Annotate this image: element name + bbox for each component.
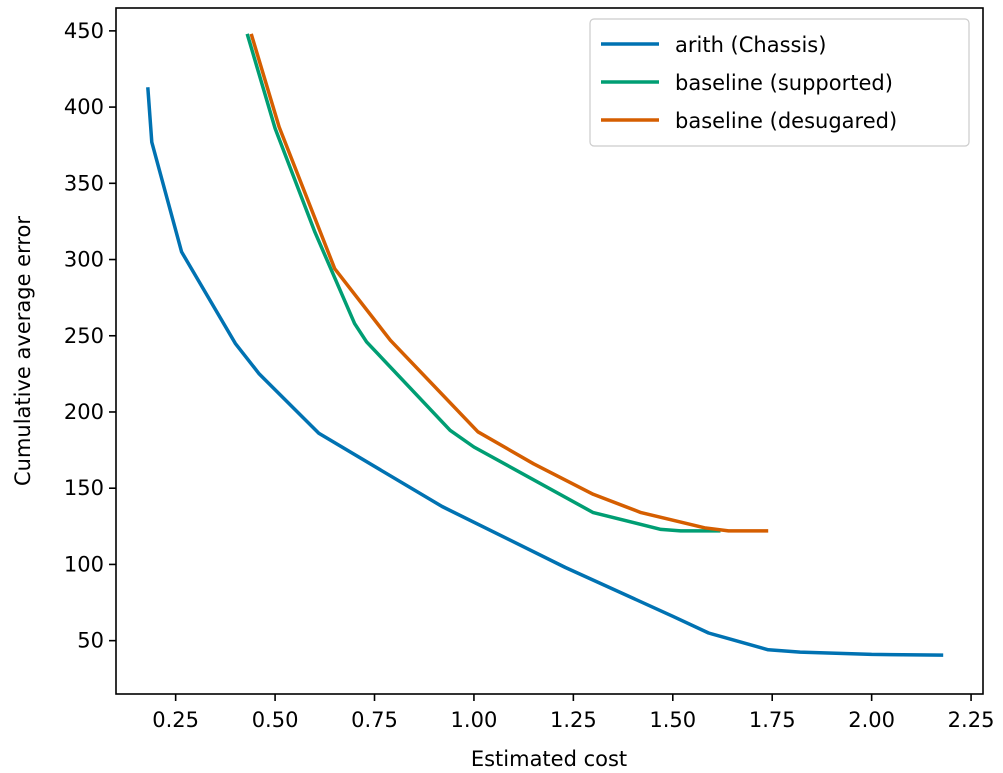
y-tick-label: 300	[64, 248, 104, 272]
y-tick-label: 350	[64, 171, 104, 195]
legend-label-baseline-supported: baseline (supported)	[675, 71, 893, 95]
x-axis-title: Estimated cost	[471, 747, 627, 771]
y-tick-label: 50	[77, 629, 104, 653]
y-tick-label: 250	[64, 324, 104, 348]
x-tick-label: 1.75	[749, 708, 796, 732]
x-tick-label: 1.00	[451, 708, 498, 732]
x-tick-label: 2.00	[848, 708, 895, 732]
y-tick-label: 450	[64, 19, 104, 43]
x-tick-label: 2.25	[948, 708, 995, 732]
y-tick-label: 400	[64, 95, 104, 119]
y-tick-label: 200	[64, 400, 104, 424]
x-tick-label: 0.50	[252, 708, 299, 732]
x-tick-label: 1.50	[649, 708, 696, 732]
legend: arith (Chassis) baseline (supported) bas…	[590, 19, 969, 146]
legend-label-baseline-desugared: baseline (desugared)	[675, 109, 897, 133]
y-tick-label: 150	[64, 476, 104, 500]
y-axis-title: Cumulative average error	[11, 216, 35, 486]
x-tick-label: 0.25	[152, 708, 199, 732]
x-tick-label: 1.25	[550, 708, 597, 732]
x-tick-label: 0.75	[351, 708, 398, 732]
y-tick-label: 100	[64, 552, 104, 576]
legend-label-arith-chassis: arith (Chassis)	[675, 33, 826, 57]
